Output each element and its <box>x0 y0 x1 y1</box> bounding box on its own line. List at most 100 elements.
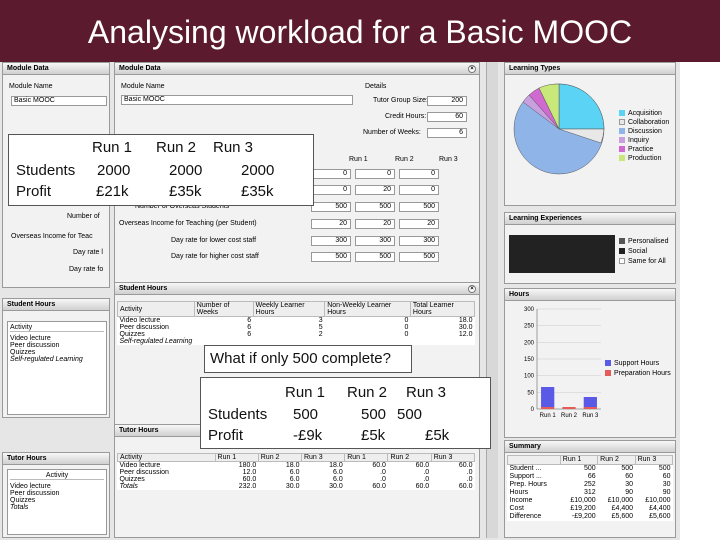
module-name-input[interactable]: Basic MOOC <box>121 95 353 105</box>
learning-experiences-bar <box>509 235 615 273</box>
day-rate-higher-run2[interactable]: 500 <box>355 252 395 262</box>
legend-item: Collaboration <box>619 118 669 127</box>
table-row[interactable]: Self-regulated Learning <box>118 338 475 345</box>
student-hours-header: Student Hours × <box>115 283 479 295</box>
cell: 90 <box>662 489 671 496</box>
cell: 18.0 <box>458 317 473 324</box>
table-row[interactable]: Video lecture 6 3 0 18.0 <box>118 317 475 324</box>
summary-panel: Summary Run 1 Run 2 Run 3 Student ... 500… <box>504 440 676 538</box>
ov1-profit-run1: £21k <box>96 183 129 200</box>
table-row[interactable]: Income £10,000 £10,000 £10,000 <box>508 497 673 505</box>
day-rate-lower-run3[interactable]: 300 <box>399 236 439 246</box>
module-name-input-left[interactable]: Basic MOOC <box>11 96 107 106</box>
table-row[interactable]: Quizzes 60.0 6.0 6.0 .0 .0 .0 <box>118 476 475 483</box>
overseas-income-run3[interactable]: 20 <box>399 219 439 229</box>
column-header: Activity <box>10 324 104 332</box>
cell: 30 <box>662 481 671 488</box>
run-input[interactable]: 0 <box>399 169 439 179</box>
tutor-group-label: Tutor Group Size: <box>373 97 428 104</box>
y-tick-label: 200 <box>524 340 535 346</box>
list-item[interactable]: Quizzes <box>10 497 36 504</box>
cell: .0 <box>423 476 430 483</box>
table-row[interactable]: Hours 312 90 90 <box>508 489 673 497</box>
list-item[interactable]: Video lecture <box>10 335 51 342</box>
list-item[interactable]: Quizzes <box>10 349 36 356</box>
x-tick-label: Run 2 <box>561 413 578 419</box>
table-row[interactable]: Video lecture 180.0 18.0 18.0 60.0 60.0 60.0 <box>118 462 475 469</box>
overseas-income-run1[interactable]: 20 <box>311 219 351 229</box>
list-item[interactable]: Self-regulated Learning <box>10 356 83 363</box>
y-tick-label: 250 <box>524 324 535 330</box>
run-input[interactable]: 0 <box>311 185 351 195</box>
overseas-income-run2[interactable]: 20 <box>355 219 395 229</box>
table-row[interactable]: Peer discussion 6 5 0 30.0 <box>118 324 475 331</box>
module-data-left-header: Module Data <box>3 63 109 75</box>
col-header: Run 3 <box>300 453 346 462</box>
table-row[interactable]: Student ... 500 500 500 <box>508 465 673 474</box>
table-row[interactable]: Quizzes 6 2 0 12.0 <box>118 331 475 338</box>
cell: 60.0 <box>415 462 430 469</box>
legend-item: Preparation Hours <box>605 369 671 379</box>
student-hours-left-header: Student Hours <box>3 299 109 311</box>
day-rate-lower-run1[interactable]: 300 <box>311 236 351 246</box>
table-row[interactable]: Support ... 66 60 60 <box>508 473 673 481</box>
overseas-income-label: Overseas Income for Teac <box>11 233 93 240</box>
list-item[interactable]: Peer discussion <box>10 490 60 497</box>
ov1-profit-run3: £35k <box>241 183 274 200</box>
table-row[interactable]: Difference -£9,200 £5,600 £5,600 <box>508 513 673 521</box>
table-header-row: Activity Run 1 Run 2 Run 3 Run 1 Run 2 R… <box>117 453 476 462</box>
student-hours-title: Student Hours <box>119 285 168 292</box>
hours-legend: Support Hours Preparation Hours <box>605 359 671 379</box>
col-header: Run 2 <box>257 453 302 462</box>
overlay-scenario-2000: Run 1 Run 2 Run 3 Students 2000 2000 200… <box>8 134 314 206</box>
list-item[interactable]: Totals <box>10 504 29 511</box>
pie-slice-acquisition <box>558 83 605 130</box>
day-rate-higher-run3[interactable]: 500 <box>399 252 439 262</box>
summary-table: Run 1 Run 2 Run 3 Student ... 500 500 500 S… <box>507 455 674 521</box>
module-data-title: Module Data <box>119 65 161 72</box>
cell: 60.0 <box>415 483 430 490</box>
ov2-students-run1: 500 <box>293 406 319 423</box>
close-icon[interactable]: × <box>468 285 476 293</box>
cell: 6 <box>247 331 252 338</box>
overseas-students-run1[interactable]: 500 <box>311 202 351 212</box>
overseas-students-run2[interactable]: 500 <box>355 202 395 212</box>
table-row[interactable]: Totals 232.0 30.0 30.0 60.0 60.0 60.0 <box>118 483 475 490</box>
weeks-input[interactable]: 6 <box>427 128 467 138</box>
legend-item: Support Hours <box>605 359 671 369</box>
overseas-students-run3[interactable]: 500 <box>399 202 439 212</box>
module-data-header: Module Data × <box>115 63 479 75</box>
run-input[interactable]: 0 <box>311 169 351 179</box>
cell: 12.0 <box>458 331 473 338</box>
legend-item: Acquisition <box>619 109 669 118</box>
ov2-run1-header: Run 1 <box>285 384 326 401</box>
tutor-group-input[interactable]: 200 <box>427 96 467 106</box>
cell: 232.0 <box>238 483 257 490</box>
credit-hours-input[interactable]: 60 <box>427 112 467 122</box>
student-hours-table: Activity Number of Weeks Weekly Learner … <box>117 301 476 345</box>
weeks-label: Number of Weeks: <box>363 129 421 136</box>
legend-label: Production <box>628 155 662 162</box>
table-row[interactable]: Cost £19,200 £4,400 £4,400 <box>508 505 673 513</box>
legend-label: Discussion <box>628 128 662 135</box>
run-input[interactable]: 20 <box>355 185 395 195</box>
run-input[interactable]: 0 <box>355 169 395 179</box>
day-rate-lower-run2[interactable]: 300 <box>355 236 395 246</box>
day-rate-higher-run1[interactable]: 500 <box>311 252 351 262</box>
ov1-run1-header: Run 1 <box>92 139 133 156</box>
ov1-run2-header: Run 2 <box>156 139 197 156</box>
table-row[interactable]: Peer discussion 12.0 6.0 6.0 .0 .0 .0 <box>118 469 475 476</box>
cell: .0 <box>380 469 386 476</box>
col-header: Run 1 <box>214 453 259 462</box>
close-icon[interactable]: × <box>468 65 476 73</box>
y-tick-label: 150 <box>524 357 535 363</box>
vertical-scrollbar[interactable] <box>486 62 498 538</box>
list-item[interactable]: Peer discussion <box>10 342 60 349</box>
list-item[interactable]: Video lecture <box>10 483 51 490</box>
cell: 3 <box>318 317 323 324</box>
ov1-profit-run2: £35k <box>169 183 202 200</box>
table-row[interactable]: Prep. Hours 252 30 30 <box>508 481 673 489</box>
run-input[interactable]: 0 <box>399 185 439 195</box>
ov1-run3-header: Run 3 <box>213 139 254 156</box>
cell: 60.0 <box>372 462 386 469</box>
